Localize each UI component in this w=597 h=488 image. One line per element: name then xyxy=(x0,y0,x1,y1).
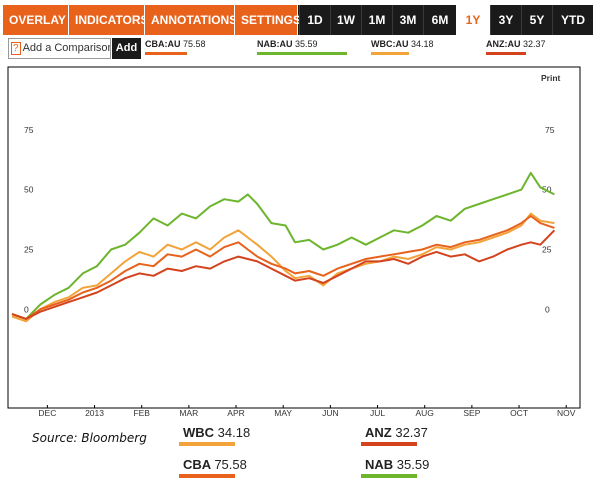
range-5y-button[interactable]: 5Y xyxy=(521,5,552,35)
ticker-code: NAB:AU xyxy=(257,39,293,49)
range-1y-button[interactable]: 1Y xyxy=(456,5,490,35)
range-1m-button[interactable]: 1M xyxy=(361,5,392,35)
range-3m-button[interactable]: 3M xyxy=(392,5,423,35)
ticker-code: CBA:AU xyxy=(145,39,181,49)
legend-value: 32.37 xyxy=(395,425,428,440)
indicators-menu[interactable]: INDICATORS▼ xyxy=(69,5,160,35)
ticker-value: 75.58 xyxy=(183,39,206,49)
series-line-cba xyxy=(11,215,555,320)
series-color-bar xyxy=(371,52,409,55)
legend-name: WBC xyxy=(183,425,215,440)
legend-value: 34.18 xyxy=(217,425,251,440)
legend-item-wbc: WBC 34.18 xyxy=(179,425,251,446)
ticker-value: 34.18 xyxy=(411,39,434,49)
range-1d-button[interactable]: 1D xyxy=(299,5,330,35)
series-line-nab xyxy=(11,171,555,320)
legend-name: CBA xyxy=(183,457,211,472)
y-tick-label: 75 xyxy=(545,125,555,135)
annotations-menu[interactable]: ANNOTATIONS▼ xyxy=(145,5,249,35)
ticker-chip-nab[interactable]: NAB:AU 35.59 xyxy=(257,39,347,55)
ticker-code: WBC:AU xyxy=(371,39,409,49)
y-tick-label: 0 xyxy=(24,304,29,314)
legend-item-anz: ANZ 32.37 xyxy=(361,425,428,446)
x-tick-label: SEP xyxy=(463,408,480,418)
settings-menu[interactable]: SETTINGS▼ xyxy=(235,5,313,35)
y-tick-label: 50 xyxy=(24,185,34,195)
indicators-menu-label: INDICATORS xyxy=(75,13,149,27)
x-tick-label: MAY xyxy=(274,408,292,418)
help-icon[interactable]: ? xyxy=(11,42,21,55)
x-tick-label: APR xyxy=(227,408,244,418)
ticker-chip-wbc[interactable]: WBC:AU 34.18 xyxy=(371,39,434,55)
comparison-row: ? Add a Comparison Add CBA:AU 75.58 NAB:A… xyxy=(3,37,593,61)
chart-area: Print 0 25 50 75 0 25 50 75 DEC 2013 FEB MAR APR MA… xyxy=(0,62,597,422)
range-ytd-button[interactable]: YTD xyxy=(552,5,593,35)
annotations-menu-label: ANNOTATIONS xyxy=(151,13,238,27)
series-color-bar xyxy=(486,52,526,55)
ticker-code: ANZ:AU xyxy=(486,39,521,49)
range-3y-button[interactable]: 3Y xyxy=(490,5,521,35)
series-line-wbc xyxy=(11,212,555,323)
y-tick-label: 25 xyxy=(24,244,34,254)
legend-swatch xyxy=(361,474,417,478)
legend-item-nab: NAB 35.59 xyxy=(361,457,430,478)
x-tick-label: DEC xyxy=(38,408,56,418)
overlay-menu[interactable]: OVERLAY▼ xyxy=(3,5,78,35)
price-chart: Print 0 25 50 75 0 25 50 75 DEC 2013 FEB MAR APR MA… xyxy=(7,66,581,418)
add-comparison-button[interactable]: Add xyxy=(112,38,141,59)
range-1w-button[interactable]: 1W xyxy=(330,5,361,35)
series-color-bar xyxy=(257,52,347,55)
legend-name: NAB xyxy=(365,457,394,472)
legend-name: ANZ xyxy=(365,425,392,440)
x-tick-label: NOV xyxy=(557,408,576,418)
ticker-value: 32.37 xyxy=(523,39,546,49)
x-tick-label: FEB xyxy=(133,408,150,418)
legend-value: 35.59 xyxy=(396,457,430,472)
ticker-value: 35.59 xyxy=(295,39,318,49)
x-tick-label: AUG xyxy=(415,408,433,418)
range-6m-button[interactable]: 6M xyxy=(423,5,456,35)
y-tick-label: 75 xyxy=(24,125,34,135)
settings-menu-label: SETTINGS xyxy=(241,13,302,27)
series-lines xyxy=(11,171,556,323)
x-axis: DEC 2013 FEB MAR APR MAY JUN JUL AUG SEP OCT NOV xyxy=(38,405,576,418)
legend-item-cba: CBA 75.58 xyxy=(179,457,247,478)
series-line-anz xyxy=(11,229,556,320)
series-color-bar xyxy=(145,52,187,55)
print-link[interactable]: Print xyxy=(541,73,561,83)
legend-swatch xyxy=(361,442,417,446)
x-tick-label: MAR xyxy=(179,408,198,418)
y-tick-label: 25 xyxy=(542,244,552,254)
legend-swatch xyxy=(179,474,235,478)
y-axis-left: 0 25 50 75 xyxy=(24,125,34,314)
x-tick-label: 2013 xyxy=(85,408,104,418)
x-tick-label: JUL xyxy=(370,408,385,418)
ticker-chip-cba[interactable]: CBA:AU 75.58 xyxy=(145,39,206,55)
comparison-placeholder: Add a Comparison xyxy=(22,42,111,54)
legend-value: 75.58 xyxy=(214,457,247,472)
legend-swatch xyxy=(179,442,235,446)
chart-toolbar: OVERLAY▼ INDICATORS▼ ANNOTATIONS▼ SETTIN… xyxy=(3,5,593,35)
overlay-menu-label: OVERLAY xyxy=(9,13,66,27)
add-comparison-input[interactable]: ? Add a Comparison xyxy=(8,38,111,59)
source-note: Source: Bloomberg xyxy=(32,431,147,445)
ticker-chip-anz[interactable]: ANZ:AU 32.37 xyxy=(486,39,546,55)
x-tick-label: OCT xyxy=(510,408,528,418)
x-tick-label: JUN xyxy=(322,408,339,418)
y-tick-label: 0 xyxy=(545,304,550,314)
